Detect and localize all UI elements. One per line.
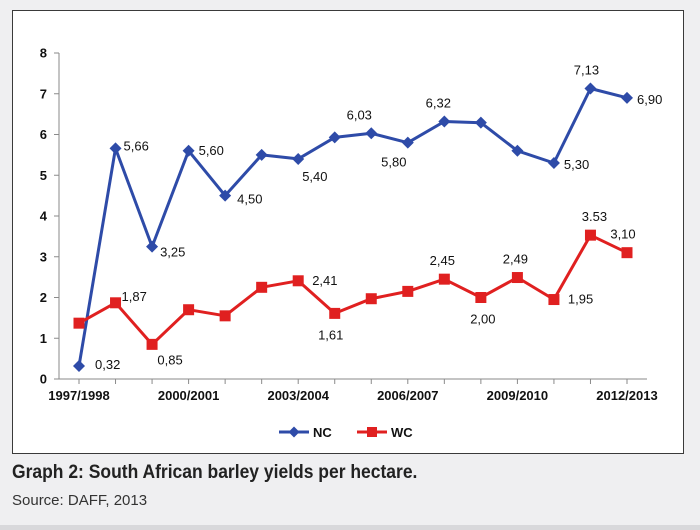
data-point-nc [474,116,487,129]
data-point-nc [547,157,560,170]
data-label-nc: 5,30 [564,157,589,172]
axes: 0 1 2 3 4 5 6 7 8 1997/1998 2000/2001 2003/2004 2006… [40,46,658,404]
data-label-wc: 2,00 [470,312,495,327]
bottom-rule [0,525,700,530]
data-label-nc: 3,25 [160,245,185,260]
data-label-nc: 6,90 [637,92,662,107]
data-point-nc [401,136,414,149]
data-point-wc [365,293,377,305]
data-label-wc: 0,85 [157,352,182,367]
data-label-nc: 4,50 [237,192,262,207]
data-label-nc: 5,66 [124,138,149,153]
data-label-wc: 1,95 [568,292,593,307]
data-point-wc [219,310,231,322]
data-point-nc [438,115,451,128]
data-label-wc: 3,10 [610,227,635,242]
data-point-wc [292,275,304,287]
data-label-nc: 5,40 [302,169,327,184]
legend: NC WC [279,425,413,440]
series-layer [73,82,633,372]
chart-caption: Graph 2: South African barley yields per… [12,462,418,483]
data-label-nc: 6,03 [347,107,372,122]
y-tick-label: 4 [40,209,48,224]
legend-label-wc: WC [391,425,413,440]
x-tick-label: 2012/2013 [596,388,657,403]
y-tick-label: 1 [40,331,47,346]
y-tick-label: 6 [40,127,47,142]
data-point-wc [73,317,85,329]
y-tick-label: 3 [40,249,47,264]
x-tick-label: 2006/2007 [377,388,438,403]
data-label-wc: 1,61 [318,327,343,342]
data-point-nc [584,82,597,95]
data-label-wc: 2,49 [503,252,528,267]
data-label-wc: 2,45 [430,253,455,268]
chart-source: Source: DAFF, 2013 [12,492,148,509]
data-label-nc: 5,60 [199,143,224,158]
data-point-nc [146,240,159,253]
data-point-wc [548,294,560,306]
data-point-wc [256,281,268,293]
data-point-wc [584,229,596,241]
data-point-wc [475,292,487,303]
chart-frame: 0 1 2 3 4 5 6 7 8 1997/1998 2000/2001 2003/2004 2006… [12,10,684,454]
data-point-wc [438,273,450,285]
data-point-nc [219,189,232,202]
data-point-nc [365,127,378,140]
data-point-nc [292,152,305,165]
data-label-nc: 6,32 [426,95,451,110]
data-point-wc [329,307,341,319]
data-point-wc [621,247,633,259]
y-tick-label: 5 [40,168,47,183]
data-label-nc: 0,32 [95,357,120,372]
data-point-nc [109,142,122,155]
series-line-nc [77,87,628,367]
data-label-wc: 3.53 [582,209,607,224]
data-point-wc [183,304,195,316]
data-point-nc [511,144,524,157]
x-tick-label: 2009/2010 [487,388,548,403]
y-tick-label: 2 [40,290,47,305]
x-tick-label: 2003/2004 [267,388,329,403]
data-point-nc [328,131,341,144]
data-point-wc [402,285,414,297]
legend-label-nc: NC [313,425,332,440]
data-label-wc: 2,41 [312,273,337,288]
legend-marker-wc [367,427,377,437]
x-tick-label: 1997/1998 [48,388,109,403]
data-point-nc [255,148,268,161]
series-line-wc [78,233,628,346]
data-point-nc [621,91,633,104]
line-chart: 0 1 2 3 4 5 6 7 8 1997/1998 2000/2001 2003/2004 2006… [40,46,663,441]
data-point-wc [511,272,523,284]
data-point-wc [146,338,158,350]
data-point-nc [73,359,85,372]
data-label-wc: 1,87 [122,289,147,304]
legend-marker-nc [288,426,300,438]
y-tick-label: 7 [40,86,47,101]
data-labels: 0,32 5,66 3,25 5,60 4,50 5,40 6,03 5,80 6,32 5,30… [95,62,662,372]
data-label-nc: 5,80 [381,155,406,170]
y-tick-label: 0 [40,372,47,387]
x-tick-label: 2000/2001 [158,388,219,403]
data-point-nc [182,144,195,157]
data-point-wc [110,297,122,309]
data-label-nc: 7,13 [574,62,599,77]
y-tick-label: 8 [40,46,47,61]
